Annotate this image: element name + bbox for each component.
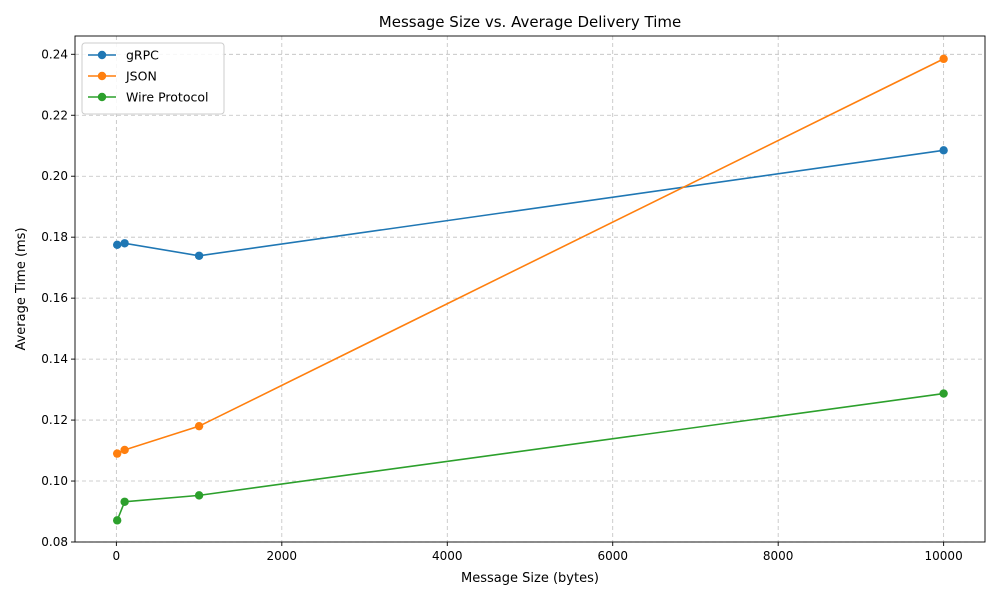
data-point [112, 516, 122, 525]
ticks: 0 2000 4000 6000 8000 10000 0.08 0.10 0.12 0.14 0.… [41, 47, 962, 563]
series-layer [112, 54, 948, 525]
data-point [120, 239, 129, 248]
y-tick-label: 0.12 [41, 413, 68, 427]
legend-item: JSON [88, 69, 157, 84]
legend-label: JSON [125, 69, 157, 84]
series-json [112, 54, 948, 458]
legend-item: Wire Protocol [88, 90, 208, 105]
legend-swatch-marker [97, 71, 107, 81]
chart-title: Message Size vs. Average Delivery Time [379, 13, 681, 31]
y-tick-label: 0.18 [41, 230, 68, 244]
y-tick-label: 0.08 [41, 535, 68, 549]
plot-frame [74, 35, 986, 543]
data-point [939, 54, 948, 64]
legend-item: gRPC [88, 48, 159, 63]
y-axis-label: Average Time (ms) [14, 227, 29, 350]
data-point [194, 491, 204, 500]
y-tick-label: 0.16 [41, 291, 68, 305]
y-tick-label: 0.14 [41, 352, 68, 366]
legend-label: Wire Protocol [126, 90, 208, 105]
y-tick-label: 0.22 [41, 108, 68, 122]
x-tick-label: 0 [113, 549, 121, 563]
legend-box [81, 42, 225, 115]
y-tick-label: 0.20 [41, 169, 68, 183]
x-tick-label: 2000 [267, 549, 298, 563]
data-point [939, 389, 948, 398]
grid [75, 36, 985, 543]
x-tick-label: 8000 [763, 549, 794, 563]
legend-swatch-marker [97, 50, 107, 60]
series-line [116, 392, 944, 521]
x-tick-label: 4000 [432, 549, 463, 563]
legend-swatch-marker [97, 92, 107, 102]
data-point [194, 421, 204, 431]
legend: gRPC JSON Wire Protocol [81, 42, 225, 115]
data-point [112, 449, 122, 458]
data-point [120, 445, 129, 455]
y-tick-label: 0.24 [41, 47, 68, 61]
data-point [112, 240, 122, 250]
x-tick-label: 10000 [925, 549, 963, 563]
data-point [120, 497, 129, 506]
data-point [194, 251, 204, 260]
series-grpc [112, 146, 948, 260]
legend-label: gRPC [126, 48, 159, 63]
data-point [939, 146, 948, 155]
y-tick-label: 0.10 [41, 474, 68, 488]
x-tick-label: 6000 [597, 549, 628, 563]
x-axis-label: Message Size (bytes) [461, 571, 599, 586]
series-wire-protocol [112, 389, 948, 525]
